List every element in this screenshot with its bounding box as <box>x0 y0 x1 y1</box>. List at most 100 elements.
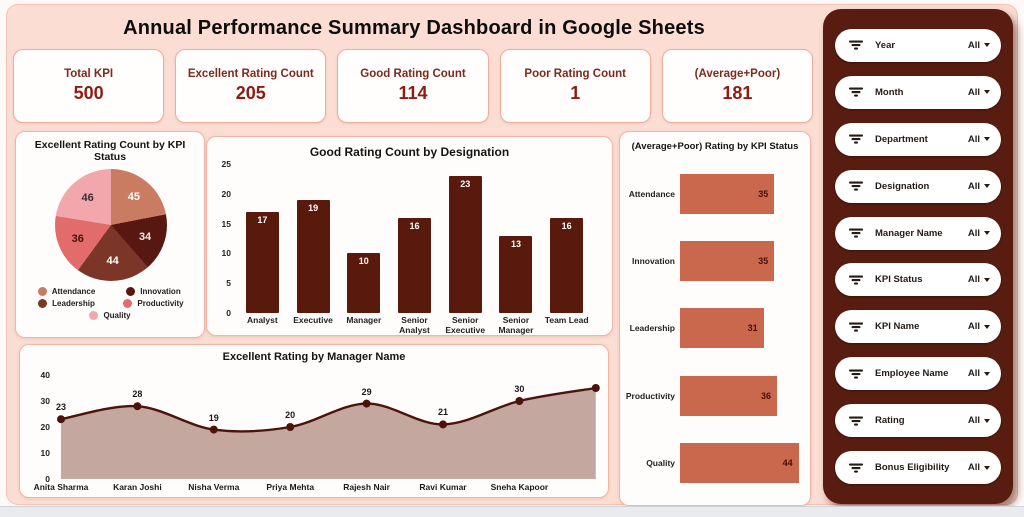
filter-slicer-month[interactable]: Month All <box>835 75 1001 109</box>
filter-slicer-panel: Year All Month All Department All Designation A… <box>823 9 1013 504</box>
y-axis-tick-label: 0 <box>45 474 50 484</box>
x-axis-tick-label: Analyst <box>247 315 278 325</box>
chevron-down-icon[interactable] <box>984 465 990 470</box>
area-chart-card: Excellent Rating by Manager Name 40 30 20 1… <box>19 344 609 498</box>
filter-slicer-rating[interactable]: Rating All <box>835 404 1001 438</box>
data-point-marker <box>286 423 295 431</box>
chevron-down-icon[interactable] <box>984 324 990 329</box>
bar-column: 10 <box>338 164 389 313</box>
pie-chart-card: Excellent Rating Count by KPI Status 45 3… <box>15 131 205 338</box>
kpi-card-value: 114 <box>398 83 428 103</box>
filter-selected-value: All <box>967 462 980 474</box>
kpi-card-2: Excellent Rating Count 205 <box>175 49 327 123</box>
data-point-value-label: 19 <box>208 413 219 423</box>
hbar-chart-plot: Attendance 35 Innovation 35 Leadership 31 Prod… <box>620 160 810 497</box>
bar-column: 13 <box>491 164 542 313</box>
y-axis-tick-label: 40 <box>40 370 50 380</box>
chevron-down-icon[interactable] <box>984 371 990 376</box>
data-point-marker <box>439 420 447 429</box>
filter-slicer-manager-name[interactable]: Manager Name All <box>835 216 1001 250</box>
bar-value-label: 19 <box>308 202 319 213</box>
y-axis-tick-label: 30 <box>40 396 50 406</box>
x-axis-tick-label: Ravi Kumar <box>419 482 467 492</box>
filter-label: Department <box>875 133 928 145</box>
data-point-value-label: 28 <box>132 389 143 399</box>
filter-selected-value: All <box>967 133 980 145</box>
pie-slice-value: 44 <box>106 254 119 267</box>
filter-slicer-bonus-eligibility[interactable]: Bonus Eligibility All <box>835 451 1001 485</box>
chevron-down-icon[interactable] <box>984 277 990 282</box>
filter-selected-value: All <box>967 368 980 380</box>
bar-value-label: 10 <box>358 256 369 267</box>
legend-swatch-icon <box>38 299 48 308</box>
category-label: Attendance <box>628 188 675 199</box>
filter-funnel-icon <box>849 228 863 238</box>
filter-slicer-year[interactable]: Year All <box>835 28 1001 62</box>
filter-slicer-kpi-name[interactable]: KPI Name All <box>835 310 1001 344</box>
bar-value-label: 44 <box>782 458 793 469</box>
chevron-down-icon[interactable] <box>984 137 990 142</box>
bar: 23 <box>448 175 482 313</box>
filter-selected-value: All <box>967 86 980 98</box>
filter-slicer-department[interactable]: Department All <box>835 122 1001 156</box>
data-point-value-label: 30 <box>514 384 525 394</box>
filter-funnel-icon <box>849 275 863 285</box>
filter-funnel-icon <box>849 322 863 332</box>
bar-value-label: 35 <box>758 256 769 267</box>
y-axis-tick-label: 20 <box>221 188 231 199</box>
chevron-down-icon[interactable] <box>984 184 990 189</box>
bar-value-label: 31 <box>747 323 758 334</box>
bar: 36 <box>680 375 777 416</box>
chevron-down-icon[interactable] <box>984 90 990 95</box>
filter-slicer-designation[interactable]: Designation All <box>835 169 1001 203</box>
kpi-card-label: Excellent Rating Count <box>187 68 314 80</box>
window-bottom-strip <box>0 506 1024 517</box>
y-axis-tick-label: 25 <box>221 159 231 169</box>
filter-slicer-kpi-status[interactable]: KPI Status All <box>835 263 1001 297</box>
bar-chart-plot: 17 19 10 16 23 13 16 <box>237 164 592 313</box>
bar: 35 <box>680 173 775 214</box>
bar: 16 <box>550 217 584 313</box>
x-axis-tick-label: Anita Sharma <box>33 482 89 492</box>
bar-value-label: 35 <box>758 188 769 199</box>
filter-label: Bonus Eligibility <box>875 462 950 474</box>
bar-value-label: 16 <box>409 220 420 231</box>
data-point-marker <box>209 425 218 434</box>
hbar-chart-card: (Average+Poor) Rating by KPI Status Atte… <box>619 131 811 506</box>
pie-slice-value: 36 <box>71 232 84 245</box>
bar: 44 <box>680 443 799 484</box>
filter-slicer-employee-name[interactable]: Employee Name All <box>835 357 1001 391</box>
chevron-down-icon[interactable] <box>984 418 990 423</box>
filter-label: Rating <box>875 415 905 427</box>
filter-label: KPI Status <box>875 274 923 286</box>
pie-slice-value: 46 <box>81 191 94 204</box>
data-point-marker <box>591 384 600 392</box>
kpi-card-label: Total KPI <box>64 68 114 80</box>
pie-chart: 45 34 44 36 46 <box>55 169 167 281</box>
legend-item: Attendance <box>23 287 110 296</box>
legend-swatch-icon <box>37 287 47 296</box>
bar-value-label: 23 <box>460 178 471 189</box>
kpi-card-label: (Average+Poor) <box>694 68 781 80</box>
filter-selected-value: All <box>967 180 980 192</box>
hbar-row: Innovation 35 <box>620 241 810 282</box>
legend-label: Attendance <box>51 287 96 296</box>
y-axis-tick-label: 15 <box>221 218 231 229</box>
chevron-down-icon[interactable] <box>984 43 990 48</box>
filter-selected-value: All <box>967 39 980 51</box>
kpi-card-value: 205 <box>235 83 266 103</box>
data-point-value-label: 23 <box>55 402 66 412</box>
kpi-card-3: Good Rating Count 114 <box>337 49 489 123</box>
chevron-down-icon[interactable] <box>984 231 990 236</box>
kpi-card-4: Poor Rating Count 1 <box>499 49 651 123</box>
bar-column: 23 <box>440 164 491 313</box>
bar-value-label: 36 <box>760 390 771 401</box>
legend-swatch-icon <box>123 299 133 308</box>
area-chart-plot: 40 30 20 10 0 23 Anita Sharma 28 Karan Joshi 19 Ni… <box>20 345 608 497</box>
x-axis-tick-label: Team Lead <box>544 315 589 325</box>
filter-funnel-icon <box>849 134 863 144</box>
bar-column: 16 <box>541 164 592 313</box>
data-point-value-label: 21 <box>437 407 448 417</box>
bar: 35 <box>680 241 775 282</box>
y-axis-tick-label: 10 <box>221 248 231 259</box>
